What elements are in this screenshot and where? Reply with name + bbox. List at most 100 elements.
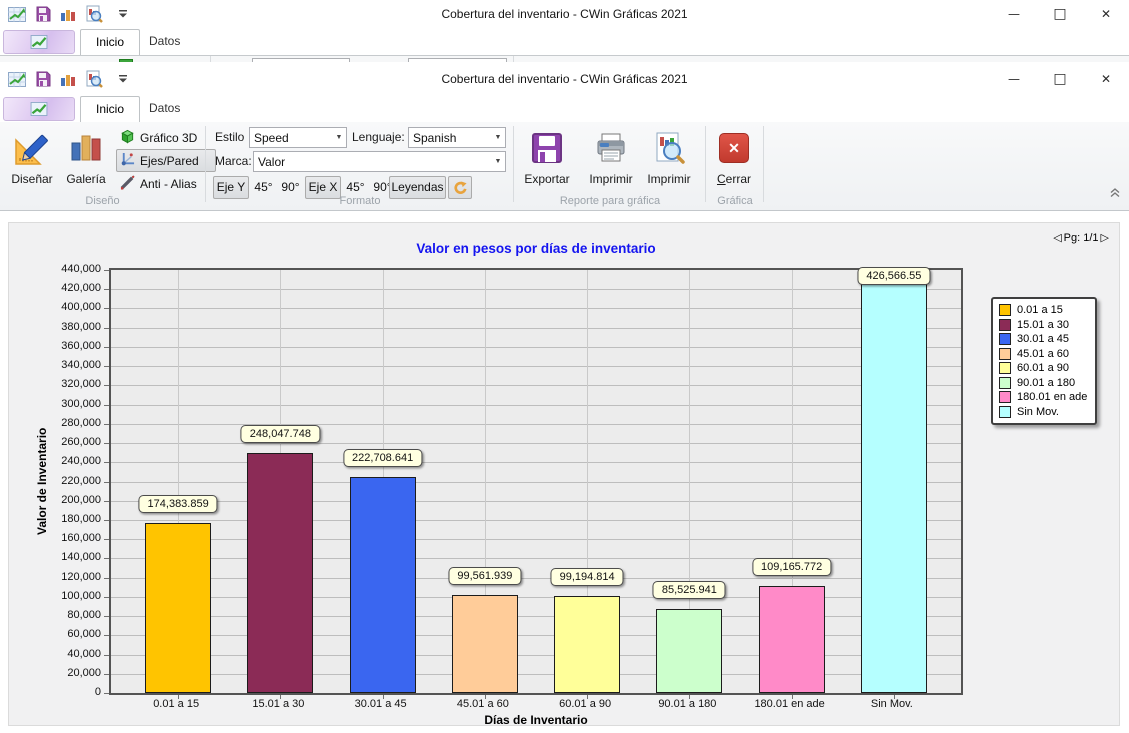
legend-swatch xyxy=(999,406,1011,418)
ejes-pared-toggle[interactable]: Ejes/Pared xyxy=(116,149,216,172)
legend-item[interactable]: 0.01 a 15 xyxy=(999,304,1087,316)
legend-label: 45.01 a 60 xyxy=(1017,348,1069,360)
gridline-horizontal xyxy=(111,520,961,521)
tab-inicio[interactable]: Inicio xyxy=(80,96,140,122)
ejes-pared-label: Ejes/Pared xyxy=(140,154,199,168)
close-icon: ✕ xyxy=(1101,7,1111,21)
legend-item[interactable]: 15.01 a 30 xyxy=(999,319,1087,331)
exportar-button[interactable]: Exportar xyxy=(519,125,575,195)
y-axis-tick xyxy=(104,289,109,290)
app-menu-button[interactable] xyxy=(3,97,75,121)
chevron-down-icon: ▼ xyxy=(332,134,346,141)
legend-label: 30.01 a 45 xyxy=(1017,333,1069,345)
tab-datos[interactable]: Datos xyxy=(134,96,195,121)
legend-swatch xyxy=(999,391,1011,403)
collapse-ribbon-button[interactable] xyxy=(1106,185,1124,200)
legend-item[interactable]: 45.01 a 60 xyxy=(999,348,1087,360)
y-axis-label: 380,000 xyxy=(9,321,101,333)
y-axis-label: 240,000 xyxy=(9,455,101,467)
close-button[interactable]: ✕ xyxy=(1083,62,1129,95)
gridline-horizontal xyxy=(111,366,961,367)
printer-icon xyxy=(594,125,628,171)
lenguaje-combobox[interactable]: Spanish ▼ xyxy=(408,127,506,148)
axes-icon xyxy=(120,152,135,170)
disenar-button[interactable]: Diseñar xyxy=(6,125,58,195)
gridline-horizontal xyxy=(111,385,961,386)
imprimir-label: Imprimir xyxy=(589,172,632,186)
estilo-combobox[interactable]: Speed ▼ xyxy=(249,127,347,148)
anti-alias-button[interactable]: Anti - Alias xyxy=(116,172,216,195)
maximize-button[interactable]: □ xyxy=(1037,0,1083,28)
gallery-bars-icon xyxy=(67,125,105,171)
legend-label: 90.01 a 180 xyxy=(1017,377,1075,389)
bar-value-label: 426,566.55 xyxy=(857,267,930,285)
chart-legend: 0.01 a 15 15.01 a 30 30.01 a 45 45.01 a 60 6… xyxy=(991,297,1097,425)
bar-value-label: 109,165.772 xyxy=(752,558,831,576)
chart-bar xyxy=(861,281,927,693)
tab-datos[interactable]: Datos xyxy=(134,29,195,54)
legend-item[interactable]: 30.01 a 45 xyxy=(999,333,1087,345)
chart-bar xyxy=(759,586,825,693)
legend-item[interactable]: 90.01 a 180 xyxy=(999,377,1087,389)
legend-item[interactable]: 60.01 a 90 xyxy=(999,362,1087,374)
marca-combobox[interactable]: Valor ▼ xyxy=(253,151,506,172)
page-prev-icon[interactable]: ◁ xyxy=(1053,231,1061,244)
y-axis-tick xyxy=(104,520,109,521)
gridline-horizontal xyxy=(111,424,961,425)
legend-label: 15.01 a 30 xyxy=(1017,319,1069,331)
print-preview-icon xyxy=(652,125,686,171)
x-axis-label: 0.01 a 15 xyxy=(125,698,227,710)
disenar-label: Diseñar xyxy=(11,172,52,186)
chart-bar xyxy=(145,523,211,693)
minimize-button[interactable]: — xyxy=(991,0,1037,28)
grafico-3d-button[interactable]: Gráfico 3D xyxy=(116,126,216,149)
y-axis-label: 60,000 xyxy=(9,628,101,640)
y-axis-tick xyxy=(104,443,109,444)
y-axis-tick xyxy=(104,655,109,656)
y-axis-label: 280,000 xyxy=(9,417,101,429)
y-axis-label: 360,000 xyxy=(9,340,101,352)
gridline-horizontal xyxy=(111,328,961,329)
y-axis-tick xyxy=(104,482,109,483)
page-next-icon[interactable]: ▷ xyxy=(1101,231,1109,244)
exportar-label: Exportar xyxy=(524,172,569,186)
gridline-horizontal xyxy=(111,635,961,636)
maximize-icon: □ xyxy=(1053,71,1066,87)
page-indicator: Pg: 1/1 xyxy=(1064,232,1099,244)
app-menu-button[interactable] xyxy=(3,30,75,54)
y-axis-tick xyxy=(104,578,109,579)
cerrar-button[interactable]: ✕ Cerrar xyxy=(708,125,760,195)
y-axis-label: 200,000 xyxy=(9,494,101,506)
y-axis-label: 440,000 xyxy=(9,263,101,275)
estilo-value: Speed xyxy=(250,131,332,145)
y-axis-label: 220,000 xyxy=(9,475,101,487)
y-axis-tick xyxy=(104,674,109,675)
chart-bar xyxy=(554,596,620,693)
legend-label: 180.01 en ade xyxy=(1017,391,1087,403)
legend-item[interactable]: Sin Mov. xyxy=(999,406,1087,418)
x-axis-label: 30.01 a 45 xyxy=(330,698,432,710)
estilo-label: Estilo xyxy=(215,127,244,148)
legend-label: 0.01 a 15 xyxy=(1017,304,1063,316)
x-axis-tick xyxy=(894,695,895,699)
imprimir-button[interactable]: Imprimir xyxy=(583,125,639,195)
close-button[interactable]: ✕ xyxy=(1083,0,1129,28)
legend-swatch xyxy=(999,319,1011,331)
tab-inicio[interactable]: Inicio xyxy=(80,29,140,55)
rotate-arrow-icon xyxy=(453,180,467,194)
application-window: Cobertura del inventario - CWin Gráficas… xyxy=(0,0,1129,733)
x-axis-tick xyxy=(178,695,179,699)
x-axis-tick xyxy=(587,695,588,699)
bar-value-label: 248,047.748 xyxy=(241,425,320,443)
legend-item[interactable]: 180.01 en ade xyxy=(999,391,1087,403)
galeria-label: Galería xyxy=(66,172,105,186)
gridline-horizontal xyxy=(111,539,961,540)
y-axis-label: 80,000 xyxy=(9,609,101,621)
imprimir-preview-button[interactable]: Imprimir xyxy=(641,125,697,195)
galeria-button[interactable]: Galería xyxy=(60,125,112,195)
y-axis-label: 100,000 xyxy=(9,590,101,602)
minimize-button[interactable]: — xyxy=(991,62,1037,95)
maximize-button[interactable]: □ xyxy=(1037,62,1083,95)
y-axis-label: 400,000 xyxy=(9,301,101,313)
chevron-up-icon xyxy=(1108,187,1122,198)
